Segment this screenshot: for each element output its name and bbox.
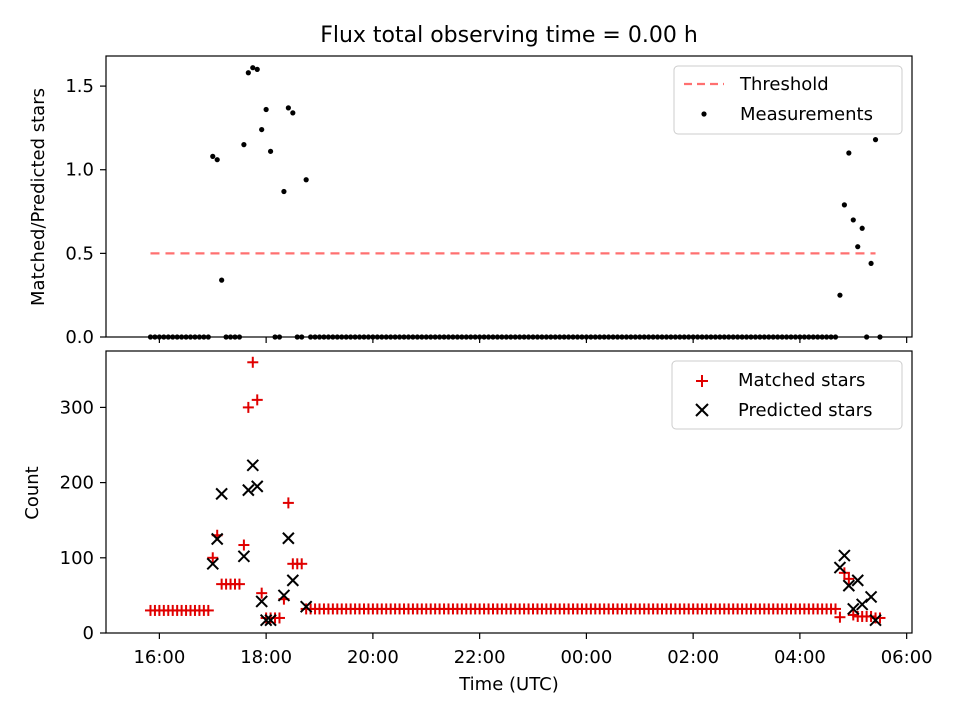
bottom-y-axis-label: Count — [22, 466, 43, 519]
measurement-point — [850, 217, 856, 223]
predicted-star-point — [264, 614, 277, 627]
predicted-star-point — [206, 557, 219, 571]
predicted-star-point — [851, 574, 864, 587]
x-tick-label: 04:00 — [774, 647, 826, 668]
predicted-star-point — [237, 550, 251, 563]
top-panel: 0.0 0.5 1.0 1.5 Matched/Predicted stars Thr… — [28, 55, 913, 348]
top-legend: Threshold Measurements — [673, 65, 903, 135]
predicted-legend-label: Predicted stars — [738, 400, 872, 421]
matched-star-point — [251, 394, 263, 406]
bottom-panel: 16:00 18:00 20:00 22:00 00:00 02:00 04:00 06:00… — [22, 350, 933, 695]
top-y-ticks: 0.0 0.5 1.0 1.5 — [65, 76, 106, 348]
predicted-star-point — [246, 459, 259, 472]
predicted-star-point — [869, 614, 882, 627]
measurement-point — [837, 292, 843, 298]
predicted-star-point — [299, 600, 313, 613]
bottom-y-tick-label: 200 — [60, 473, 94, 494]
measurement-point — [841, 202, 847, 208]
top-legend-box — [673, 65, 903, 135]
matched-star-point — [296, 558, 308, 570]
predicted-star-point — [864, 590, 878, 604]
measurement-point — [254, 66, 260, 72]
measurements-legend-label: Measurements — [740, 104, 873, 125]
predicted-star-point — [251, 480, 264, 493]
bottom-y-tick-label: 0 — [83, 623, 94, 644]
measurement-point — [259, 126, 265, 133]
top-y-tick-label: 0.5 — [65, 243, 94, 264]
x-tick-label: 18:00 — [240, 647, 292, 668]
matched-legend-swatch — [696, 375, 708, 387]
bottom-legend: Matched stars Predicted stars — [671, 360, 903, 430]
matched-star-point — [242, 401, 254, 413]
top-axes-frame — [105, 55, 913, 338]
measurement-point — [245, 70, 251, 76]
bottom-x-ticks: 16:00 18:00 20:00 22:00 00:00 02:00 04:00 06:00 — [133, 633, 933, 668]
predicted-star-point — [277, 589, 291, 602]
measurement-point — [241, 142, 247, 148]
measurement-point — [303, 177, 309, 183]
matched-legend-label: Matched stars — [738, 370, 865, 391]
top-y-tick-label: 1.0 — [65, 160, 94, 181]
bottom-legend-box — [671, 360, 903, 430]
predicted-star-point — [242, 483, 255, 497]
measurement-point — [872, 137, 879, 143]
x-tick-label: 22:00 — [454, 647, 506, 668]
matched-star-point — [233, 578, 245, 590]
top-x-ticks — [158, 337, 908, 343]
matched-star-point — [829, 603, 841, 615]
predicted-star-point — [847, 602, 860, 616]
matched-star-point — [874, 612, 886, 624]
matched-star-point — [207, 552, 219, 564]
x-tick-label: 16:00 — [133, 647, 185, 668]
measurement-point — [285, 105, 291, 111]
measurement-point — [281, 188, 287, 195]
matched-star-point — [256, 587, 268, 599]
measurement-point — [290, 110, 296, 116]
measurement-point — [859, 225, 865, 231]
measurement-point — [855, 244, 861, 250]
predicted-star-point — [286, 574, 300, 587]
top-y-tick-label: 0.0 — [65, 327, 94, 348]
matched-star-point — [282, 497, 294, 509]
x-tick-label: 00:00 — [560, 647, 612, 668]
predicted-star-point — [255, 595, 268, 608]
predicted-star-point — [833, 561, 847, 574]
top-y-tick-label: 1.5 — [65, 76, 94, 97]
predicted-star-point — [210, 532, 224, 546]
predicted-star-point — [842, 579, 856, 592]
measurement-point — [267, 148, 274, 154]
predicted-star-point — [259, 614, 273, 627]
predicted-star-point — [282, 532, 295, 545]
measurement-point — [263, 106, 269, 113]
bottom-plot-area — [144, 356, 886, 627]
bottom-y-tick-label: 300 — [60, 397, 94, 418]
measurement-point — [868, 260, 874, 267]
threshold-legend-label: Threshold — [739, 74, 829, 95]
x-tick-label: 20:00 — [347, 647, 399, 668]
x-tick-label: 02:00 — [667, 647, 719, 668]
measurement-point — [846, 150, 852, 156]
predicted-star-point — [215, 487, 228, 501]
matched-star-point — [834, 611, 846, 623]
bottom-y-tick-label: 100 — [60, 548, 94, 569]
matched-star-point — [238, 539, 250, 551]
measurement-point — [219, 277, 225, 283]
predicted-star-point — [838, 549, 851, 562]
chart-title: Flux total observing time = 0.00 h — [320, 23, 698, 48]
predicted-legend-swatch — [695, 403, 709, 417]
measurement-point — [214, 157, 220, 163]
top-y-axis-label: Matched/Predicted stars — [28, 88, 49, 306]
matched-star-point — [843, 573, 855, 585]
matched-star-point — [273, 612, 285, 624]
bottom-y-ticks: 0 100 200 300 — [60, 397, 106, 644]
measurement-point — [250, 65, 256, 71]
measurements-legend-swatch — [701, 111, 707, 117]
x-tick-label: 06:00 — [881, 647, 933, 668]
measurement-point — [210, 153, 216, 159]
bottom-axes-frame — [105, 350, 913, 634]
x-axis-label: Time (UTC) — [458, 674, 559, 695]
matched-star-point — [202, 604, 214, 616]
matched-star-point — [247, 356, 259, 368]
